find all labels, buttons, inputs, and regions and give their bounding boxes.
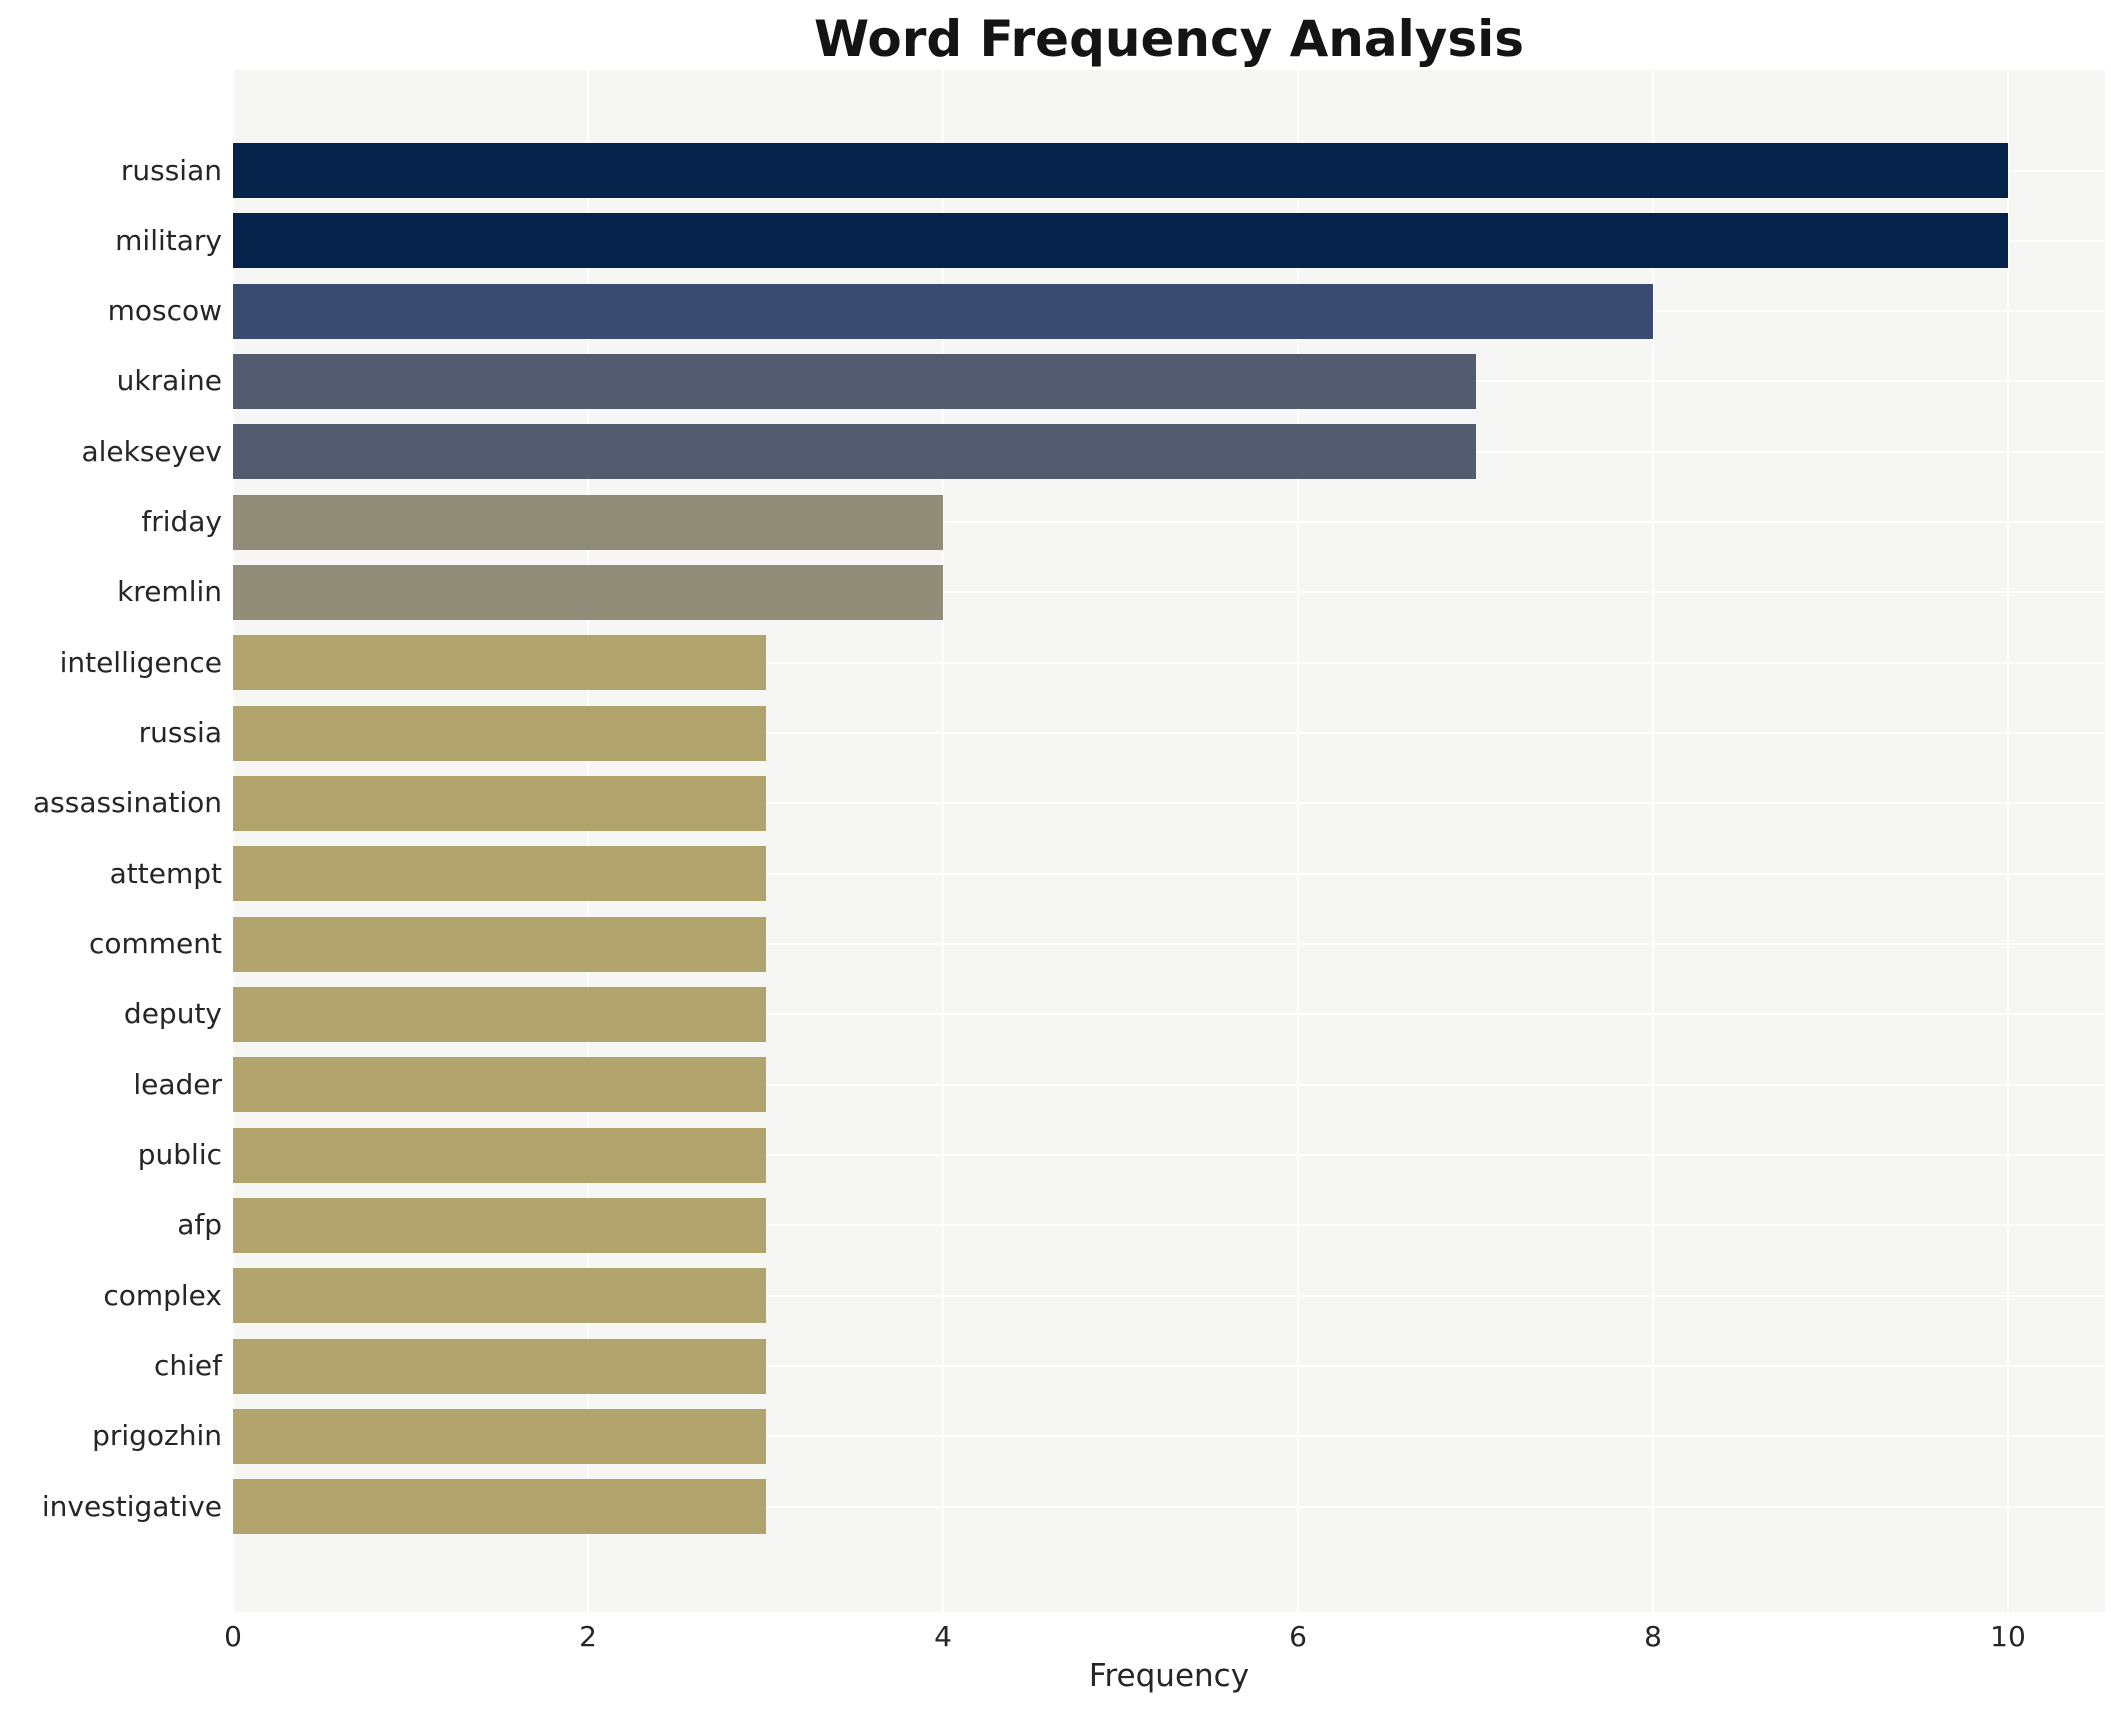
bar-intelligence bbox=[233, 635, 766, 691]
bar-comment bbox=[233, 916, 766, 972]
bar-attempt bbox=[233, 846, 766, 902]
y-tick-label-comment: comment bbox=[88, 927, 222, 961]
bar-military bbox=[233, 213, 2008, 269]
y-tick-label-assassination: assassination bbox=[33, 786, 222, 820]
gridline-y-leader bbox=[233, 1083, 2105, 1086]
gridline-y-kremlin bbox=[233, 591, 2105, 594]
y-tick-label-friday: friday bbox=[141, 505, 222, 539]
y-tick-label-complex: complex bbox=[103, 1278, 222, 1312]
y-tick-label-investigative: investigative bbox=[41, 1489, 222, 1523]
gridline-x-2 bbox=[587, 70, 589, 1612]
y-tick-label-kremlin: kremlin bbox=[117, 575, 222, 609]
y-tick-label-chief: chief bbox=[153, 1349, 222, 1383]
y-tick-label-russian: russian bbox=[120, 153, 222, 187]
gridline-y-prigozhin bbox=[233, 1435, 2105, 1438]
gridline-x-10 bbox=[2007, 70, 2009, 1612]
bar-leader bbox=[233, 1057, 766, 1113]
y-tick-label-moscow: moscow bbox=[107, 294, 222, 328]
y-tick-label-military: military bbox=[115, 223, 222, 257]
bar-russian bbox=[233, 143, 2008, 198]
x-tick-label-0: 0 bbox=[224, 1620, 242, 1653]
y-tick-label-ukraine: ukraine bbox=[116, 364, 222, 398]
x-axis-title: Frequency bbox=[1088, 1658, 1250, 1694]
x-tick-label-4: 4 bbox=[934, 1620, 952, 1653]
bar-prigozhin bbox=[233, 1408, 766, 1464]
gridline-y-assassination bbox=[233, 802, 2105, 805]
bar-ukraine bbox=[233, 353, 1476, 409]
gridline-y-investigative bbox=[233, 1505, 2105, 1508]
y-tick-label-afp: afp bbox=[177, 1208, 222, 1242]
y-tick-label-alekseyev: alekseyev bbox=[81, 434, 222, 468]
gridline-x-0 bbox=[233, 70, 234, 1612]
plot-area bbox=[233, 70, 2105, 1612]
bar-alekseyev bbox=[233, 424, 1476, 480]
gridline-x-6 bbox=[1297, 70, 1299, 1612]
y-tick-label-intelligence: intelligence bbox=[59, 645, 222, 679]
gridline-x-4 bbox=[942, 70, 944, 1612]
gridline-y-russia bbox=[233, 732, 2105, 735]
y-tick-label-leader: leader bbox=[133, 1067, 222, 1101]
bar-russia bbox=[233, 705, 766, 761]
gridline-x-8 bbox=[1652, 70, 1654, 1612]
bar-assassination bbox=[233, 775, 766, 831]
gridline-y-attempt bbox=[233, 872, 2105, 875]
bar-moscow bbox=[233, 283, 1653, 339]
y-tick-label-public: public bbox=[137, 1138, 222, 1172]
chart-title: Word Frequency Analysis bbox=[813, 10, 1525, 68]
gridline-y-chief bbox=[233, 1365, 2105, 1368]
bar-afp bbox=[233, 1197, 766, 1253]
bar-complex bbox=[233, 1268, 766, 1324]
bar-deputy bbox=[233, 986, 766, 1042]
gridline-y-intelligence bbox=[233, 661, 2105, 664]
x-tick-label-10: 10 bbox=[1990, 1620, 2026, 1653]
y-tick-label-russia: russia bbox=[138, 716, 222, 750]
x-tick-label-8: 8 bbox=[1644, 1620, 1662, 1653]
bar-chief bbox=[233, 1338, 766, 1394]
y-tick-label-deputy: deputy bbox=[123, 997, 222, 1031]
gridline-y-public bbox=[233, 1154, 2105, 1157]
y-tick-label-attempt: attempt bbox=[109, 856, 222, 890]
bar-kremlin bbox=[233, 564, 943, 620]
bar-investigative bbox=[233, 1479, 766, 1535]
gridline-y-afp bbox=[233, 1224, 2105, 1227]
x-tick-label-6: 6 bbox=[1289, 1620, 1307, 1653]
gridline-y-friday bbox=[233, 521, 2105, 524]
gridline-y-complex bbox=[233, 1294, 2105, 1297]
gridline-y-comment bbox=[233, 943, 2105, 946]
bar-public bbox=[233, 1127, 766, 1183]
bar-friday bbox=[233, 494, 943, 550]
gridline-y-deputy bbox=[233, 1013, 2105, 1016]
y-tick-label-prigozhin: prigozhin bbox=[92, 1419, 222, 1453]
x-tick-label-2: 2 bbox=[579, 1620, 597, 1653]
